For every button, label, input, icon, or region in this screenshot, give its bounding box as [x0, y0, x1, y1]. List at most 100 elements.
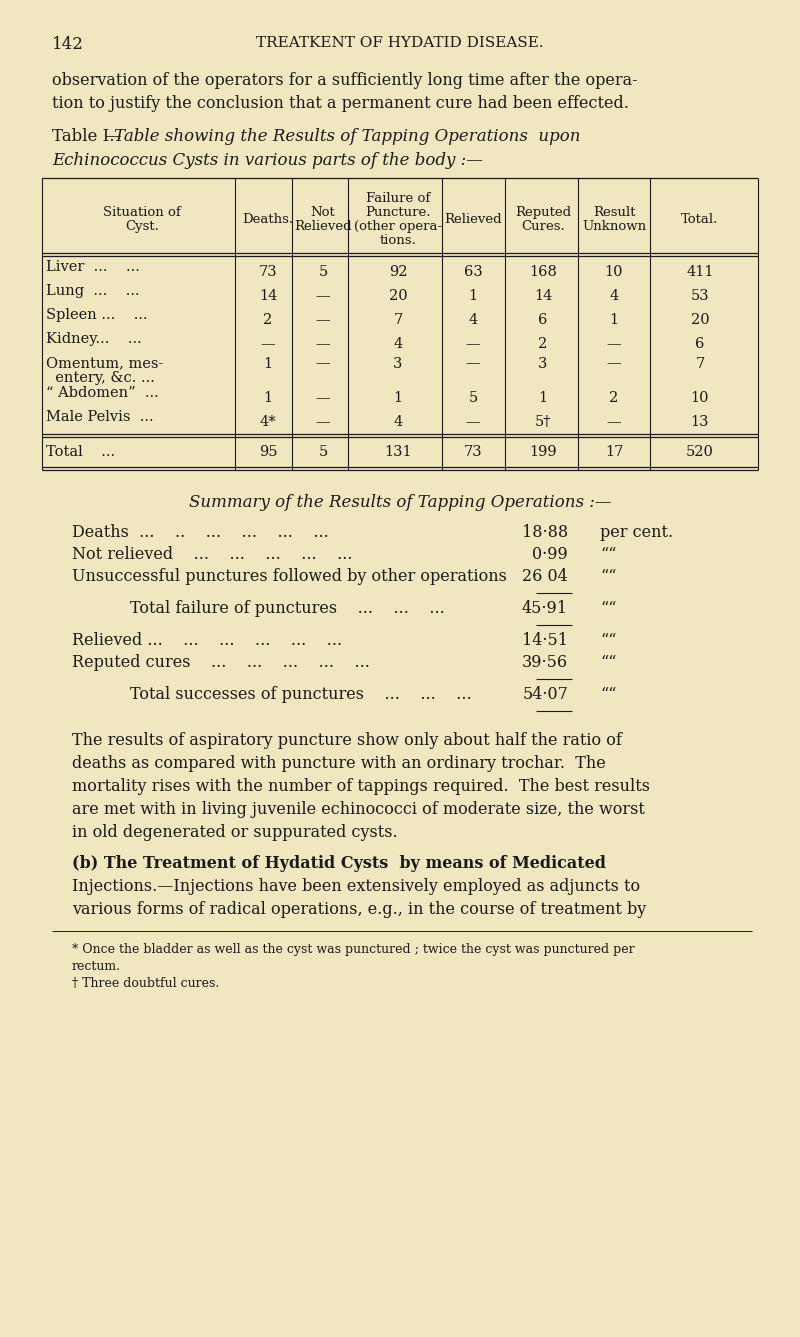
Text: entery, &c. ...: entery, &c. ... — [46, 370, 155, 385]
Text: 5: 5 — [318, 265, 328, 279]
Text: 3: 3 — [538, 357, 548, 370]
Text: 7: 7 — [695, 357, 705, 370]
Text: 4: 4 — [394, 414, 402, 429]
Text: Situation of: Situation of — [103, 206, 181, 219]
Text: Relieved: Relieved — [444, 213, 502, 226]
Text: 168: 168 — [529, 265, 557, 279]
Text: per cent.: per cent. — [600, 524, 673, 541]
Text: (other opera-: (other opera- — [354, 221, 442, 233]
Text: Cyst.: Cyst. — [125, 221, 159, 233]
Text: tion to justify the conclusion that a permanent cure had been effected.: tion to justify the conclusion that a pe… — [52, 95, 629, 112]
Text: —: — — [466, 414, 480, 429]
Text: Summary of the Results of Tapping Operations :—: Summary of the Results of Tapping Operat… — [189, 493, 611, 511]
Text: Reputed cures    ...    ...    ...    ...    ...: Reputed cures ... ... ... ... ... — [72, 654, 370, 671]
Text: Total.: Total. — [682, 213, 718, 226]
Text: ““: ““ — [600, 632, 617, 648]
Text: Deaths  ...    ..    ...    ...    ...    ...: Deaths ... .. ... ... ... ... — [72, 524, 329, 541]
Text: (b) The Treatment of Hydatid Cysts  by means of Medicated: (b) The Treatment of Hydatid Cysts by me… — [72, 854, 606, 872]
Text: 39·56: 39·56 — [522, 654, 568, 671]
Text: 26 04: 26 04 — [522, 568, 568, 586]
Text: —: — — [466, 357, 480, 370]
Text: 92: 92 — [389, 265, 407, 279]
Text: Table I.: Table I. — [52, 128, 114, 144]
Text: 73: 73 — [464, 445, 482, 459]
Text: Liver  ...    ...: Liver ... ... — [46, 259, 140, 274]
Text: Spleen ...    ...: Spleen ... ... — [46, 308, 148, 322]
Text: 14·51: 14·51 — [522, 632, 568, 648]
Text: 4*: 4* — [260, 414, 276, 429]
Text: Puncture.: Puncture. — [366, 206, 430, 219]
Text: ““: ““ — [600, 600, 617, 616]
Text: 13: 13 — [690, 414, 710, 429]
Text: tions.: tions. — [380, 234, 416, 247]
Text: Male Pelvis  ...: Male Pelvis ... — [46, 410, 154, 424]
Text: observation of the operators for a sufficiently long time after the opera-: observation of the operators for a suffi… — [52, 72, 638, 90]
Text: —: — — [606, 337, 622, 352]
Text: 73: 73 — [258, 265, 278, 279]
Text: 6: 6 — [538, 313, 548, 328]
Text: —: — — [466, 337, 480, 352]
Text: 7: 7 — [394, 313, 402, 328]
Text: 95: 95 — [258, 445, 278, 459]
Text: 14: 14 — [534, 289, 552, 303]
Text: 2: 2 — [538, 337, 548, 352]
Text: Lung  ...    ...: Lung ... ... — [46, 283, 140, 298]
Text: Cures.: Cures. — [521, 221, 565, 233]
Text: —: — — [316, 357, 330, 370]
Text: Deaths.: Deaths. — [242, 213, 294, 226]
Text: Reputed: Reputed — [515, 206, 571, 219]
Text: 1: 1 — [538, 390, 547, 405]
Text: Total failure of punctures    ...    ...    ...: Total failure of punctures ... ... ... — [130, 600, 445, 616]
Text: mortality rises with the number of tappings required.  The best results: mortality rises with the number of tappi… — [72, 778, 650, 796]
Text: 2: 2 — [263, 313, 273, 328]
Text: 411: 411 — [686, 265, 714, 279]
Text: 520: 520 — [686, 445, 714, 459]
Text: 131: 131 — [384, 445, 412, 459]
Text: 4: 4 — [610, 289, 618, 303]
Text: 142: 142 — [52, 36, 84, 53]
Text: 5: 5 — [318, 445, 328, 459]
Text: 1: 1 — [610, 313, 618, 328]
Text: 10: 10 — [690, 390, 710, 405]
Text: 5†: 5† — [534, 414, 551, 429]
Text: The results of aspiratory puncture show only about half the ratio of: The results of aspiratory puncture show … — [72, 731, 622, 749]
Text: —: — — [606, 357, 622, 370]
Text: Injections.—Injections have been extensively employed as adjuncts to: Injections.—Injections have been extensi… — [72, 878, 640, 894]
Text: —: — — [316, 337, 330, 352]
Text: 63: 63 — [464, 265, 482, 279]
Text: rectum.: rectum. — [72, 960, 121, 973]
Text: ““: ““ — [600, 568, 617, 586]
Text: Unknown: Unknown — [582, 221, 646, 233]
Text: —: — — [261, 337, 275, 352]
Text: 4: 4 — [394, 337, 402, 352]
Text: Not relieved    ...    ...    ...    ...    ...: Not relieved ... ... ... ... ... — [72, 545, 353, 563]
Text: 17: 17 — [605, 445, 623, 459]
Text: Failure of: Failure of — [366, 193, 430, 205]
Text: Result: Result — [593, 206, 635, 219]
Text: in old degenerated or suppurated cysts.: in old degenerated or suppurated cysts. — [72, 824, 398, 841]
Text: Table showing the Results of Tapping Operations  upon: Table showing the Results of Tapping Ope… — [114, 128, 581, 144]
Text: 53: 53 — [690, 289, 710, 303]
Text: 3: 3 — [394, 357, 402, 370]
Text: —: — — [316, 414, 330, 429]
Text: Relieved: Relieved — [294, 221, 352, 233]
Text: —: — — [316, 390, 330, 405]
Text: various forms of radical operations, e.g., in the course of treatment by: various forms of radical operations, e.g… — [72, 901, 646, 919]
Text: 5: 5 — [468, 390, 478, 405]
Text: 6: 6 — [695, 337, 705, 352]
Text: Omentum, mes-: Omentum, mes- — [46, 356, 163, 370]
Text: 1: 1 — [263, 357, 273, 370]
Text: ““: ““ — [600, 545, 617, 563]
Text: TREATKENT OF HYDATID DISEASE.: TREATKENT OF HYDATID DISEASE. — [256, 36, 544, 49]
Text: 10: 10 — [605, 265, 623, 279]
Text: Unsuccessful punctures followed by other operations: Unsuccessful punctures followed by other… — [72, 568, 507, 586]
Text: —: — — [316, 313, 330, 328]
Text: “ Abdomen”  ...: “ Abdomen” ... — [46, 386, 158, 400]
Text: † Three doubtful cures.: † Three doubtful cures. — [72, 977, 219, 989]
Text: ““: ““ — [600, 654, 617, 671]
Text: 1: 1 — [263, 390, 273, 405]
Text: 0·99: 0·99 — [532, 545, 568, 563]
Text: Kidney...    ...: Kidney... ... — [46, 332, 142, 346]
Text: Total successes of punctures    ...    ...    ...: Total successes of punctures ... ... ... — [130, 686, 472, 703]
Text: ““: ““ — [600, 686, 617, 703]
